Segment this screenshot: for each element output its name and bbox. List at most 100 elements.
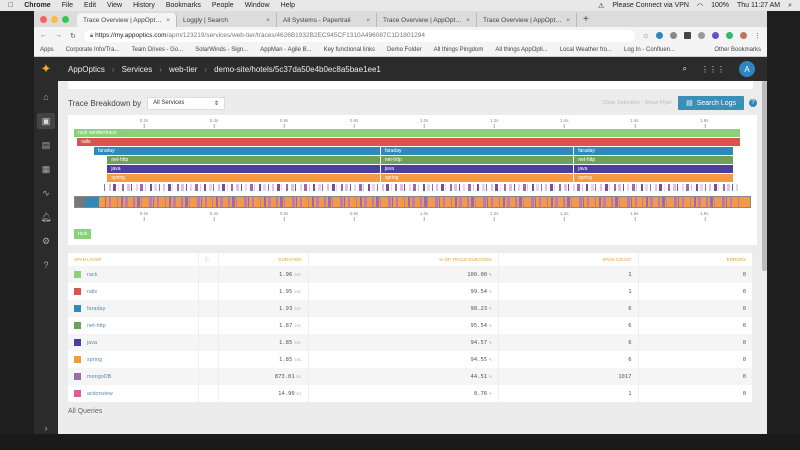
browser-tab[interactable]: All Systems - Papertrail × (277, 13, 377, 27)
bookmark[interactable]: AppMan - Agile B... (260, 47, 312, 53)
col-errors[interactable]: Errors (638, 253, 753, 266)
span-bar-rails[interactable]: rails (77, 138, 740, 146)
extension-icon[interactable] (670, 32, 677, 39)
bookmark[interactable]: Apps (40, 47, 54, 53)
info-icon[interactable]: ⓘ (204, 256, 210, 262)
menu-edit[interactable]: Edit (78, 2, 96, 9)
forward-icon[interactable]: → (55, 32, 62, 39)
legend-tag[interactable]: rack (74, 229, 92, 239)
minimize-window-icon[interactable] (51, 16, 58, 23)
menu-chrome[interactable]: Chrome (19, 2, 50, 9)
menu-file[interactable]: File (56, 2, 73, 9)
page-scrollbar[interactable] (762, 81, 767, 271)
bookmark[interactable]: Local Weather fro... (559, 47, 612, 53)
col-span-layer[interactable]: Span Layer (68, 253, 199, 266)
table-row[interactable]: spring 1.85 sec 94.55% 6 0 (68, 351, 753, 368)
span-bar-java[interactable]: java (107, 165, 380, 173)
bookmark[interactable]: SolarWinds - Sign... (195, 47, 249, 53)
breadcrumb-services[interactable]: Services (121, 64, 153, 74)
table-row[interactable]: rails 1.95 sec 99.54% 1 0 (68, 283, 753, 300)
layer-cell[interactable]: faraday (68, 300, 199, 317)
browser-tab[interactable]: Trace Overview | AppOptics × (377, 13, 477, 27)
span-bar-java[interactable]: java (574, 165, 734, 173)
span-bar-faraday[interactable]: faraday (380, 147, 574, 155)
col-pct-trace-duration[interactable]: % of Trace Duration (308, 253, 499, 266)
back-icon[interactable]: ← (40, 32, 47, 39)
menu-window[interactable]: Window (239, 2, 270, 9)
spotlight-icon[interactable]: ⌕ (788, 1, 792, 9)
avatar[interactable]: A (739, 61, 755, 77)
span-bar-net-http[interactable]: net-http (574, 156, 734, 164)
breakdown-select[interactable]: All Services ⇕ (147, 96, 226, 110)
other-bookmarks[interactable]: Other Bookmarks (714, 47, 761, 53)
breadcrumb-appoptics[interactable]: AppOptics (68, 64, 105, 74)
table-row[interactable]: faraday 1.93 sec 98.23% 6 0 (68, 300, 753, 317)
search-icon[interactable]: ⌕ (682, 64, 687, 73)
timeline-bars[interactable]: rack sender/trace rails faraday faraday fara… (74, 129, 751, 194)
span-bar-rack[interactable]: rack sender/trace (74, 129, 740, 137)
metrics-icon[interactable]: ∿ (42, 187, 50, 198)
vpn-status[interactable]: Please Connect via VPN (612, 2, 689, 9)
extension-icon[interactable] (712, 32, 719, 39)
layer-cell[interactable]: rack (68, 266, 199, 283)
close-tab-icon[interactable]: × (166, 16, 170, 24)
selection-links[interactable]: Clear Selection · Show Flyer (602, 100, 673, 106)
layer-cell[interactable]: java (68, 334, 199, 351)
bookmark[interactable]: Log In - Confluen... (623, 47, 676, 53)
menu-kebab-icon[interactable]: ⋮ (754, 32, 761, 40)
close-tab-icon[interactable]: × (466, 16, 470, 24)
table-row[interactable]: java 1.85 sec 94.57% 6 0 (68, 334, 753, 351)
bookmark[interactable]: All things Pingdom (433, 47, 484, 53)
span-bar-java[interactable]: java (380, 165, 574, 173)
table-row[interactable]: actionview 14.90 ms 0.76% 1 0 (68, 385, 753, 402)
layer-cell[interactable]: actionview (68, 385, 199, 402)
close-window-icon[interactable] (40, 16, 47, 23)
span-bar-spring[interactable]: spring (107, 174, 380, 182)
profile-icon[interactable] (740, 32, 747, 39)
extension-icon[interactable] (726, 32, 733, 39)
menu-history[interactable]: History (127, 2, 155, 9)
extension-icon[interactable] (684, 32, 691, 39)
bookmark[interactable]: Corporate Info/Tra... (65, 47, 120, 53)
wifi-icon[interactable]: ◠ (696, 2, 704, 10)
dashboards-icon[interactable]: ▤ (41, 139, 51, 150)
span-bar-spring[interactable]: spring (574, 174, 734, 182)
span-bar-faraday[interactable]: faraday (574, 147, 734, 155)
bookmark[interactable]: Team Drives - Go... (131, 47, 184, 53)
span-bar-spring[interactable]: spring (380, 174, 574, 182)
extension-icon[interactable] (656, 32, 663, 39)
layer-cell[interactable]: spring (68, 351, 199, 368)
help-icon[interactable]: ? (43, 260, 49, 270)
help-icon[interactable]: ? (749, 99, 757, 107)
traces-icon[interactable]: ▣ (37, 113, 55, 129)
settings-gear-icon[interactable]: ⚙ (41, 235, 51, 246)
breadcrumb-service[interactable]: web-tier (168, 64, 198, 74)
integrations-icon[interactable]: ▦ (41, 163, 51, 174)
close-tab-icon[interactable]: × (366, 16, 370, 24)
bookmark[interactable]: Demo Folder (386, 47, 422, 53)
span-bar-net-http[interactable]: net-http (380, 156, 574, 164)
timeline-overview-brush[interactable] (74, 196, 751, 208)
table-row[interactable]: net-http 1.87 sec 95.54% 6 0 (68, 317, 753, 334)
search-logs-button[interactable]: ▤ Search Logs (678, 96, 744, 110)
layer-cell[interactable]: rails (68, 283, 199, 300)
url-field[interactable]: 🔒︎ https://my.appoptics.com/apm/123219/s… (83, 29, 635, 42)
new-tab-button[interactable]: + (583, 13, 589, 25)
span-bar-faraday[interactable]: faraday (94, 147, 380, 155)
extension-icon[interactable] (698, 32, 705, 39)
menu-people[interactable]: People (206, 2, 234, 9)
expand-sidebar-icon[interactable]: › (44, 423, 48, 433)
close-tab-icon[interactable]: × (566, 16, 570, 24)
trace-timeline[interactable]: 0.2s 0.4s 0.6s 0.8s 1.0s 1.2s 1.4s 1.6s 1.8s rac… (68, 115, 757, 245)
bookmark[interactable]: All things AppOpti... (495, 47, 548, 53)
alerts-bell-icon[interactable]: 🔔︎ (40, 211, 52, 222)
star-icon[interactable]: ☆ (642, 32, 649, 40)
apple-menu[interactable]:  (8, 2, 13, 9)
reload-icon[interactable]: ↻ (70, 32, 76, 40)
browser-tab[interactable]: Trace Overview | AppOptics × (477, 13, 577, 27)
table-row[interactable]: rack 1.96 sec 100.00% 1 0 (68, 266, 753, 283)
battery-status[interactable]: 100% (711, 2, 729, 9)
col-duration[interactable]: Duration (218, 253, 309, 266)
table-row[interactable]: mongoDB 873.01 ms 44.51% 1017 0 (68, 368, 753, 385)
close-tab-icon[interactable]: × (266, 16, 270, 24)
